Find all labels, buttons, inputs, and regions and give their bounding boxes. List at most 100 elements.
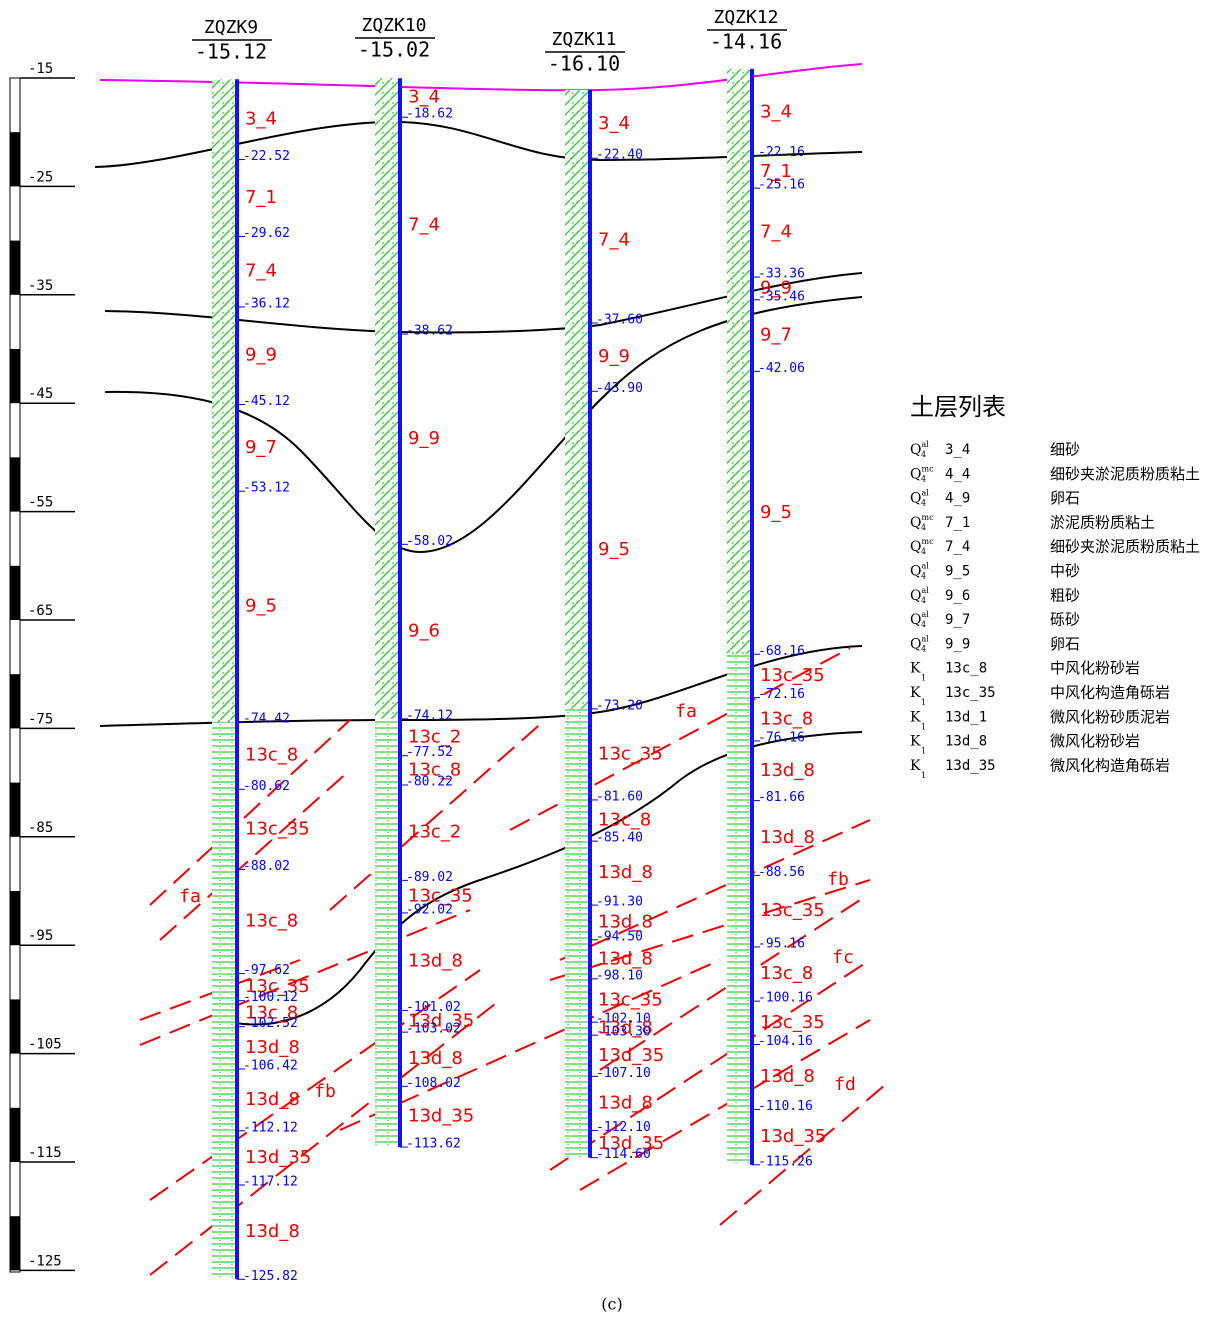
scale-segment — [10, 1108, 20, 1162]
depth-label: -38.62 — [406, 324, 453, 339]
layer-fill — [375, 1086, 398, 1147]
layer-fill — [375, 544, 398, 719]
borehole-name: ZQZK12 — [713, 7, 778, 28]
depth-label: -22.40 — [596, 148, 643, 163]
layer-fill — [212, 1185, 235, 1279]
age-sub: 1 — [921, 747, 926, 756]
layer-label: 13d_35 — [245, 1147, 311, 1168]
depth-label: -100.16 — [758, 991, 813, 1006]
layer-fill — [727, 875, 750, 947]
age-sup: al — [921, 634, 929, 643]
scale-segment — [10, 349, 20, 403]
layer-label: 13c_35 — [760, 900, 825, 921]
layer-fill — [727, 69, 750, 156]
layer-fill — [565, 1131, 588, 1158]
legend-code: 13d_8 — [945, 734, 987, 750]
scale-label: -55 — [28, 495, 53, 511]
layer-label: 9_5 — [245, 596, 277, 617]
layer-fill — [212, 160, 235, 237]
legend-age: Qal4 — [910, 634, 929, 653]
fault-label: fb — [314, 1081, 336, 1102]
legend-title: 土层列表 — [910, 393, 1006, 421]
layer-label: 13c_35 — [760, 1012, 825, 1033]
age-sup: al — [921, 440, 929, 449]
depth-label: -113.62 — [406, 1137, 461, 1152]
legend-age: K1 — [910, 758, 926, 780]
legend-name: 淤泥质粉质粘土 — [1050, 513, 1155, 531]
scale-segment — [10, 999, 20, 1053]
age-symbol: Q — [910, 612, 921, 628]
layer-fill — [727, 1110, 750, 1165]
depth-label: -77.52 — [406, 745, 453, 760]
layer-fill — [565, 158, 588, 323]
layer-label: 13d_35 — [598, 1045, 664, 1066]
layer-label: 13d_8 — [598, 1092, 653, 1113]
depth-label: -53.12 — [243, 481, 290, 496]
age-sup: al — [921, 562, 929, 571]
legend-code: 9_5 — [945, 564, 970, 580]
depth-label: -25.16 — [758, 178, 805, 193]
fault-label: fb — [827, 869, 849, 890]
layer-label: 13d_8 — [598, 948, 653, 969]
depth-label: -88.02 — [243, 859, 290, 874]
scale-segment — [10, 132, 20, 186]
legend-name: 中风化构造角砾岩 — [1050, 684, 1170, 702]
legend-code: 4_4 — [945, 466, 970, 482]
legend-code: 9_7 — [945, 612, 970, 628]
layer-fill — [565, 1076, 588, 1130]
age-symbol: K — [910, 709, 921, 725]
layer-label: 9_7 — [245, 437, 277, 458]
scale-label: -115 — [28, 1145, 62, 1161]
layer-fill — [375, 117, 398, 334]
age-sup: mc — [921, 513, 934, 522]
fault-label: fa — [179, 886, 201, 907]
layer-label: 13d_8 — [245, 1089, 300, 1110]
layer-fill — [212, 405, 235, 492]
layer-label: 3_4 — [598, 113, 630, 134]
layer-label: 13c_8 — [760, 963, 813, 984]
scale-label: -15 — [28, 61, 53, 77]
depth-label: -110.16 — [758, 1099, 813, 1114]
content: -15-25-35-45-55-65-75-85-95-105-115-125Z… — [10, 7, 1200, 1314]
legend-name: 卵石 — [1050, 635, 1080, 653]
depth-label: -43.90 — [596, 381, 643, 396]
layer-fill — [375, 719, 398, 756]
layer-fill — [727, 156, 750, 189]
age-symbol: Q — [910, 442, 921, 458]
scale-segment — [10, 783, 20, 837]
layer-label: 9_7 — [760, 325, 792, 346]
depth-label: -102.52 — [243, 1016, 298, 1031]
age-sup: al — [921, 610, 929, 619]
age-symbol: Q — [910, 491, 921, 507]
age-symbol: K — [910, 685, 921, 701]
fault-label: fa — [675, 701, 697, 722]
depth-label: -42.06 — [758, 361, 805, 376]
scale-segment — [10, 674, 20, 728]
layer-label: 9_6 — [408, 621, 440, 642]
scale-label: -25 — [28, 169, 53, 185]
depth-label: -58.02 — [406, 534, 453, 549]
scale-label: -125 — [28, 1253, 62, 1269]
age-sub: 4 — [921, 644, 926, 653]
layer-fill — [565, 1022, 588, 1035]
depth-label: -80.62 — [243, 779, 290, 794]
layer-fill — [727, 188, 750, 277]
legend-name: 中砂 — [1050, 562, 1080, 580]
age-sub: 4 — [921, 620, 926, 629]
layer-fill — [375, 78, 398, 117]
layer-label: 7_4 — [408, 215, 440, 236]
borehole-name: ZQZK10 — [361, 15, 426, 36]
depth-label: -98.10 — [596, 968, 643, 983]
age-sub: 4 — [921, 450, 926, 459]
legend-code: 13c_8 — [945, 661, 987, 677]
age-symbol: K — [910, 758, 921, 774]
depth-label: -88.56 — [758, 865, 805, 880]
depth-label: -81.66 — [758, 790, 805, 805]
layer-fill — [375, 785, 398, 880]
depth-label: -115.26 — [758, 1154, 813, 1169]
layer-label: 13d_8 — [408, 1048, 463, 1069]
depth-label: -108.02 — [406, 1076, 461, 1091]
layer-fill — [727, 1001, 750, 1044]
depth-label: -29.62 — [243, 226, 290, 241]
